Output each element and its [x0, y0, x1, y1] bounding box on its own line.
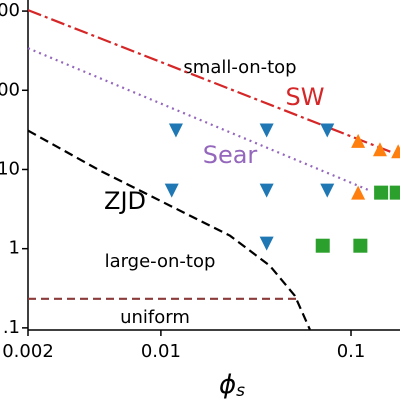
point [389, 185, 400, 200]
line [27, 47, 371, 192]
line [27, 129, 311, 331]
x-axis-label: ϕs [219, 370, 245, 400]
point [320, 183, 335, 198]
point [164, 183, 179, 198]
x-tick-label: 0.002 [2, 341, 54, 362]
point [259, 236, 274, 251]
point [320, 123, 335, 138]
point [168, 123, 183, 138]
point [259, 183, 274, 198]
line-label: SW [286, 83, 325, 111]
point [372, 142, 387, 157]
line [27, 9, 400, 157]
y-tick-label: 10 [0, 158, 20, 179]
x-tick-label: 0.1 [337, 341, 366, 362]
y-tick-label: 1 [9, 238, 20, 259]
point [353, 238, 368, 253]
point [391, 144, 400, 159]
x-tick-label: 0.01 [141, 341, 181, 362]
point [315, 238, 330, 253]
y-tick-label: 00 [0, 0, 20, 21]
line-label: Sear [203, 141, 258, 169]
x-axis-label-subscript: s [236, 381, 245, 400]
line-label: uniform [120, 307, 190, 328]
point [374, 185, 389, 200]
x-axis-label-symbol: ϕ [219, 370, 236, 400]
y-tick-label: 00 [0, 79, 20, 100]
line-label: ZJD [104, 187, 146, 215]
point [351, 133, 366, 148]
point [259, 123, 274, 138]
annotation: large-on-top [105, 251, 216, 272]
point [351, 185, 366, 200]
y-tick-label: .1 [3, 317, 20, 338]
annotation: small-on-top [183, 57, 296, 78]
